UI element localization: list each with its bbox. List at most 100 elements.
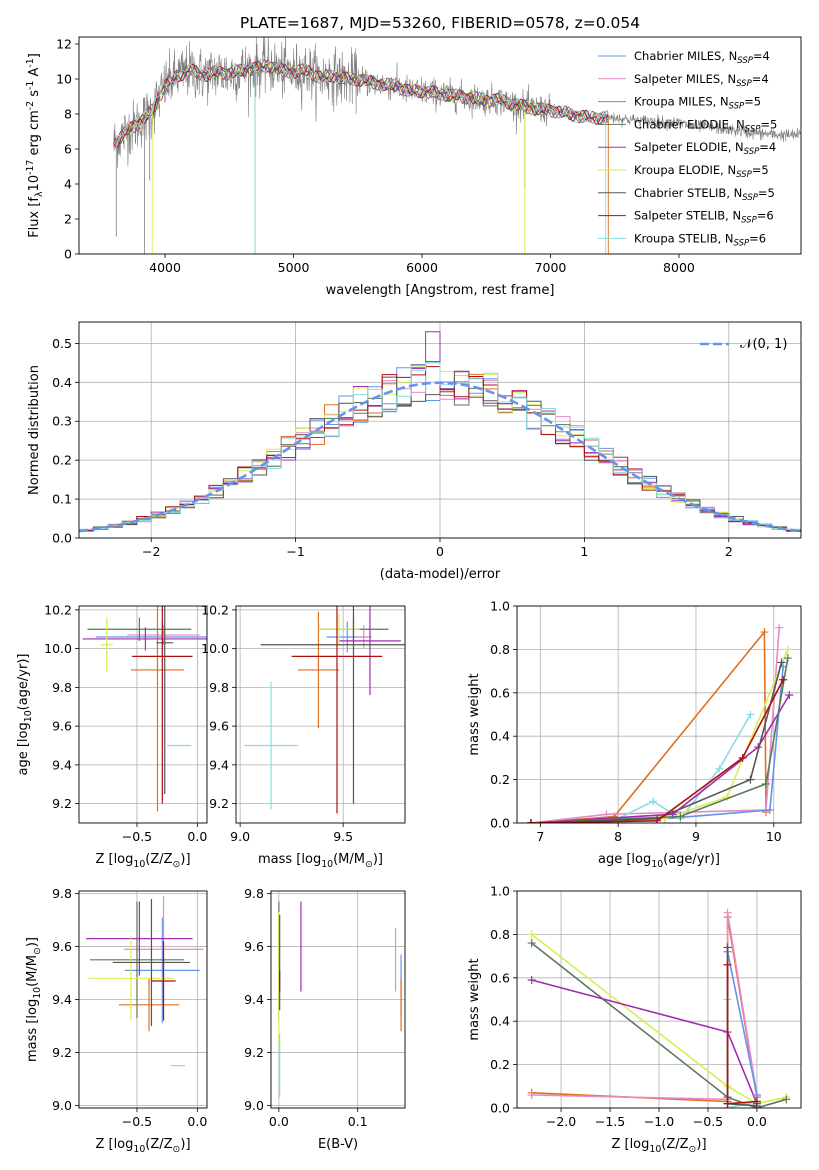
x-tick-label: 7 bbox=[536, 829, 544, 844]
legend-label: Kroupa STELIB, NSSP=6 bbox=[634, 231, 766, 248]
weight-marker-kroupa_stelib bbox=[715, 764, 724, 773]
legend-label: Kroupa MILES, NSSP=5 bbox=[634, 95, 761, 112]
y-tick-label: 9.2 bbox=[52, 796, 72, 811]
weight-marker-salpeter_stelib bbox=[738, 753, 747, 762]
y-tick-label: 0.1 bbox=[52, 492, 72, 507]
x-axis-label: age [log10(age/yr)] bbox=[598, 852, 720, 870]
y-tick-label: 0.4 bbox=[52, 375, 72, 390]
y-tick-label: 0.8 bbox=[490, 927, 510, 942]
y-tick-label: 0.8 bbox=[490, 642, 510, 657]
weight-line-salpeter_stelib bbox=[530, 679, 784, 823]
y-tick-label: 6 bbox=[64, 142, 72, 157]
x-tick-label: −1.0 bbox=[644, 1114, 674, 1129]
axes-spectrum: 4000 5000 6000 7000 8000 0 2 4 6 8 10 12 PLATE=1687,… bbox=[25, 14, 802, 298]
weight-line-chabrier_miles bbox=[530, 666, 784, 823]
plot-area bbox=[79, 606, 207, 823]
x-axis-label: E(B-V) bbox=[318, 1137, 358, 1152]
weight-marker-kroupa_elodie bbox=[783, 645, 792, 654]
axes-frame bbox=[516, 605, 802, 824]
y-tick-label: 10.2 bbox=[201, 602, 229, 617]
legend-label: Chabrier MILES, NSSP=4 bbox=[634, 49, 770, 66]
plot-area bbox=[517, 891, 801, 1108]
y-tick-label: 4 bbox=[64, 177, 72, 192]
y-axis-label: Flux [fλ10-17 erg cm-2 s-1 A-1] bbox=[25, 53, 45, 238]
x-tick-label: 10 bbox=[766, 829, 782, 844]
weight-marker-kroupa_stelib bbox=[746, 710, 755, 719]
weight-marker-salpeter_elodie bbox=[527, 975, 536, 984]
y-tick-label: 9.8 bbox=[244, 886, 264, 901]
x-axis-label: (data-model)/error bbox=[380, 567, 501, 582]
axes-mass_vs_EBV: 0.0 0.1 9.0 9.2 9.4 9.6 9.8 E(B-V) bbox=[244, 886, 406, 1152]
y-tick-label: 9.0 bbox=[244, 1098, 264, 1113]
x-tick-label: 0.1 bbox=[348, 1114, 368, 1129]
chart-title: PLATE=1687, MJD=53260, FIBERID=0578, z=0… bbox=[240, 14, 640, 32]
y-tick-label: 9.2 bbox=[209, 796, 229, 811]
x-tick-label: 2 bbox=[725, 544, 733, 559]
y-tick-label: 10 bbox=[56, 72, 72, 87]
y-tick-label: 9.6 bbox=[209, 719, 229, 734]
y-tick-label: 9.4 bbox=[52, 757, 72, 772]
weight-marker-chabrier_miles bbox=[765, 805, 774, 814]
y-tick-label: 0.2 bbox=[490, 1057, 510, 1072]
legend-label: Salpeter STELIB, NSSP=6 bbox=[634, 209, 774, 226]
weight-line-salpeter_miles bbox=[531, 912, 758, 1101]
y-tick-label: 12 bbox=[56, 37, 72, 52]
x-axis-label: Z [log10(Z/Z⊙)] bbox=[611, 1137, 706, 1155]
y-tick-label: 1.0 bbox=[490, 884, 510, 899]
y-axis-label: mass weight bbox=[467, 958, 482, 1040]
y-tick-label: 0.2 bbox=[490, 772, 510, 787]
y-tick-label: 9.0 bbox=[52, 1098, 72, 1113]
x-tick-label: 7000 bbox=[535, 260, 567, 275]
y-tick-label: 0.4 bbox=[490, 1014, 510, 1029]
model-spectrum-kroupa_stelib bbox=[113, 62, 609, 151]
weight-line-chabrier_stelib bbox=[530, 662, 783, 823]
weight-marker-salpeter_stelib bbox=[723, 960, 732, 969]
x-tick-label: 8000 bbox=[663, 260, 695, 275]
weight-marker-chabrier_elodie bbox=[782, 1095, 791, 1104]
y-tick-label: 0 bbox=[64, 247, 72, 262]
legend-label: Chabrier STELIB, NSSP=5 bbox=[634, 186, 775, 203]
y-tick-label: 0.3 bbox=[52, 414, 72, 429]
axes-frame bbox=[78, 321, 802, 539]
weight-marker-salpeter_stelib bbox=[723, 1099, 732, 1108]
y-tick-label: 0.2 bbox=[52, 453, 72, 468]
weight-marker-salpeter_stelib bbox=[752, 1097, 761, 1106]
y-tick-label: 9.8 bbox=[209, 680, 229, 695]
x-axis-label: Z [log10(Z/Z⊙)] bbox=[95, 852, 190, 870]
weight-marker-chabrier_elodie bbox=[676, 812, 685, 821]
weight-marker-chabrier_elodie bbox=[527, 939, 536, 948]
y-axis-label: mass weight bbox=[467, 673, 482, 755]
y-axis-label: age [log10(age/yr)] bbox=[16, 654, 34, 776]
y-tick-label: 0.6 bbox=[490, 970, 510, 985]
x-tick-label: 0.0 bbox=[187, 829, 207, 844]
y-axis-label: mass [log10(M/M⊙)] bbox=[25, 937, 43, 1062]
x-tick-label: 8 bbox=[614, 829, 622, 844]
axes-frame bbox=[78, 890, 208, 1109]
x-axis-label: wavelength [Angstrom, rest frame] bbox=[326, 283, 555, 298]
x-tick-label: −0.5 bbox=[122, 829, 152, 844]
x-tick-label: −0.5 bbox=[693, 1114, 723, 1129]
y-tick-label: 0.6 bbox=[490, 685, 510, 700]
plot-area bbox=[113, 37, 801, 254]
legend-label: Chabrier ELODIE, NSSP=5 bbox=[634, 117, 777, 134]
axes-frame bbox=[516, 890, 802, 1109]
y-tick-label: 2 bbox=[64, 212, 72, 227]
plot-area bbox=[517, 606, 801, 823]
weight-line-kroupa_miles bbox=[530, 629, 767, 823]
weight-marker-salpeter_miles bbox=[723, 908, 732, 917]
plot-area bbox=[79, 891, 207, 1108]
y-tick-label: 9.6 bbox=[52, 939, 72, 954]
weight-marker-chabrier_stelib bbox=[777, 658, 786, 667]
legend-label: 𝒩(0, 1) bbox=[740, 337, 787, 352]
x-tick-label: −1 bbox=[286, 544, 304, 559]
x-tick-label: 4000 bbox=[149, 260, 181, 275]
x-tick-label: 1 bbox=[580, 544, 588, 559]
weight-marker-chabrier_stelib bbox=[746, 775, 755, 784]
x-tick-label: 0 bbox=[436, 544, 444, 559]
y-tick-label: 9.4 bbox=[244, 992, 264, 1007]
weight-marker-kroupa_elodie bbox=[527, 930, 536, 939]
x-tick-label: 9 bbox=[692, 829, 700, 844]
axes-age_vs_mass: 9.0 9.5 9.2 9.4 9.6 9.8 10.0 10.2 mass [log10(M/… bbox=[201, 602, 406, 870]
y-tick-label: 0.0 bbox=[490, 816, 510, 831]
y-tick-label: 9.6 bbox=[244, 939, 264, 954]
